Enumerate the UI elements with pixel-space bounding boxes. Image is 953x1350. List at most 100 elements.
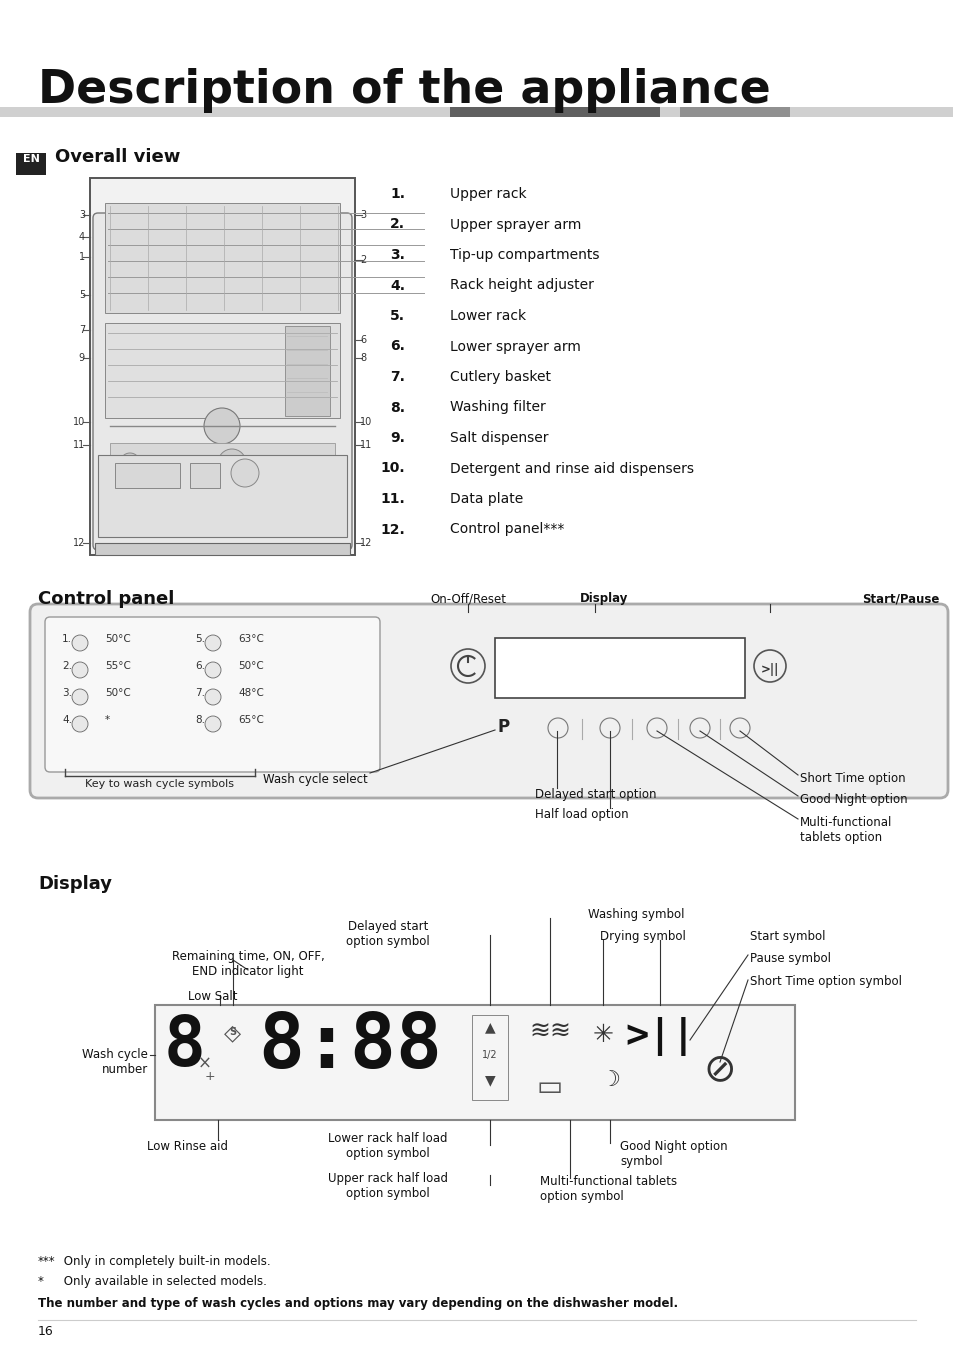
Text: Upper rack: Upper rack	[450, 188, 526, 201]
Text: Washing filter: Washing filter	[450, 401, 545, 414]
Text: 12.: 12.	[380, 522, 405, 536]
Text: 10: 10	[72, 417, 85, 427]
Text: Control panel***: Control panel***	[450, 522, 564, 536]
Circle shape	[71, 662, 88, 678]
Circle shape	[646, 718, 666, 738]
Bar	[98, 455, 347, 537]
Text: 50°C: 50°C	[105, 688, 131, 698]
Text: Upper rack half load
option symbol: Upper rack half load option symbol	[328, 1172, 448, 1200]
Text: Lower rack half load
option symbol: Lower rack half load option symbol	[328, 1133, 447, 1160]
Circle shape	[71, 716, 88, 732]
Text: Delayed start
option symbol: Delayed start option symbol	[346, 919, 430, 948]
Text: Only available in selected models.: Only available in selected models.	[60, 1274, 267, 1288]
Bar	[0, 107, 953, 117]
Text: Salt dispenser: Salt dispenser	[450, 431, 548, 446]
Circle shape	[218, 450, 246, 477]
Text: Short Time option symbol: Short Time option symbol	[749, 975, 901, 988]
Text: Wash cycle select: Wash cycle select	[263, 774, 368, 786]
Text: Display: Display	[38, 875, 112, 892]
Bar	[495, 639, 744, 698]
Text: ▲: ▲	[484, 1021, 495, 1034]
Text: +: +	[205, 1071, 215, 1083]
Circle shape	[204, 408, 240, 444]
Text: Rack height adjuster: Rack height adjuster	[450, 278, 594, 293]
FancyBboxPatch shape	[30, 603, 947, 798]
Text: Low Salt: Low Salt	[189, 990, 237, 1003]
Text: 8.: 8.	[194, 716, 205, 725]
Text: 2.: 2.	[62, 662, 71, 671]
Bar	[679, 107, 789, 117]
Text: S: S	[230, 1027, 236, 1037]
Circle shape	[205, 662, 221, 678]
Text: 5.: 5.	[194, 634, 205, 644]
Text: Lower sprayer arm: Lower sprayer arm	[450, 339, 580, 354]
Text: Detergent and rinse aid dispensers: Detergent and rinse aid dispensers	[450, 462, 693, 475]
Text: EN: EN	[23, 154, 39, 163]
Text: ◇: ◇	[224, 1023, 241, 1044]
Text: 12: 12	[359, 539, 372, 548]
Text: P: P	[497, 718, 510, 736]
Bar	[95, 543, 350, 555]
Text: 5: 5	[79, 290, 85, 300]
Text: 55°C: 55°C	[105, 662, 131, 671]
Text: 1/2: 1/2	[481, 1050, 497, 1060]
Text: 4: 4	[79, 232, 85, 242]
Text: Drying symbol: Drying symbol	[599, 930, 685, 944]
Text: 8: 8	[359, 352, 366, 363]
Text: Good Night option: Good Night option	[800, 792, 906, 806]
Text: Tip-up compartments: Tip-up compartments	[450, 248, 598, 262]
Circle shape	[205, 688, 221, 705]
Text: ≋≋: ≋≋	[529, 1021, 571, 1044]
Circle shape	[451, 649, 484, 683]
Bar	[105, 202, 339, 313]
Text: ✳: ✳	[592, 1023, 613, 1048]
Text: Multi-functional tablets
option symbol: Multi-functional tablets option symbol	[539, 1174, 677, 1203]
Text: 8:88: 8:88	[257, 1010, 441, 1084]
Circle shape	[71, 634, 88, 651]
Text: Low Rinse aid: Low Rinse aid	[147, 1139, 228, 1153]
Text: Only in completely built-in models.: Only in completely built-in models.	[60, 1256, 271, 1268]
Text: 6.: 6.	[194, 662, 205, 671]
Text: Start symbol: Start symbol	[749, 930, 824, 944]
Text: 8.: 8.	[390, 401, 405, 414]
Text: 7.: 7.	[390, 370, 405, 383]
Text: 3.: 3.	[62, 688, 71, 698]
Text: 48°C: 48°C	[237, 688, 264, 698]
Bar	[450, 107, 659, 117]
Text: ⊘: ⊘	[703, 1050, 736, 1088]
Bar	[115, 463, 180, 487]
Text: 7: 7	[79, 325, 85, 335]
Text: Washing symbol: Washing symbol	[587, 909, 684, 921]
Text: 6: 6	[359, 335, 366, 346]
Bar	[285, 325, 330, 416]
Text: 9.: 9.	[390, 431, 405, 446]
Bar	[90, 178, 355, 555]
Text: 4.: 4.	[62, 716, 71, 725]
Text: 5.: 5.	[390, 309, 405, 323]
Bar	[190, 463, 220, 487]
Text: 10: 10	[359, 417, 372, 427]
Text: ***: ***	[38, 1256, 55, 1268]
Text: 9: 9	[79, 352, 85, 363]
Text: 3.: 3.	[390, 248, 405, 262]
Bar	[105, 323, 339, 418]
Text: *: *	[38, 1274, 44, 1288]
Circle shape	[729, 718, 749, 738]
Text: 8: 8	[164, 1012, 206, 1080]
Text: Description of the appliance: Description of the appliance	[38, 68, 770, 113]
Text: Upper sprayer arm: Upper sprayer arm	[450, 217, 580, 231]
Bar	[472, 1015, 507, 1100]
Text: 4.: 4.	[390, 278, 405, 293]
Text: Wash cycle
number: Wash cycle number	[82, 1048, 148, 1076]
Text: Display: Display	[579, 593, 628, 605]
Text: ☽: ☽	[599, 1071, 619, 1089]
Text: ▭: ▭	[537, 1073, 562, 1102]
Bar	[16, 153, 46, 176]
Text: Remaining time, ON, OFF,
END indicator light: Remaining time, ON, OFF, END indicator l…	[172, 950, 324, 977]
Text: ×: ×	[198, 1054, 212, 1073]
Circle shape	[205, 716, 221, 732]
Text: 10.: 10.	[380, 462, 405, 475]
Text: 3: 3	[359, 211, 366, 220]
Text: >||: >||	[624, 1017, 695, 1056]
Text: 6.: 6.	[390, 339, 405, 354]
